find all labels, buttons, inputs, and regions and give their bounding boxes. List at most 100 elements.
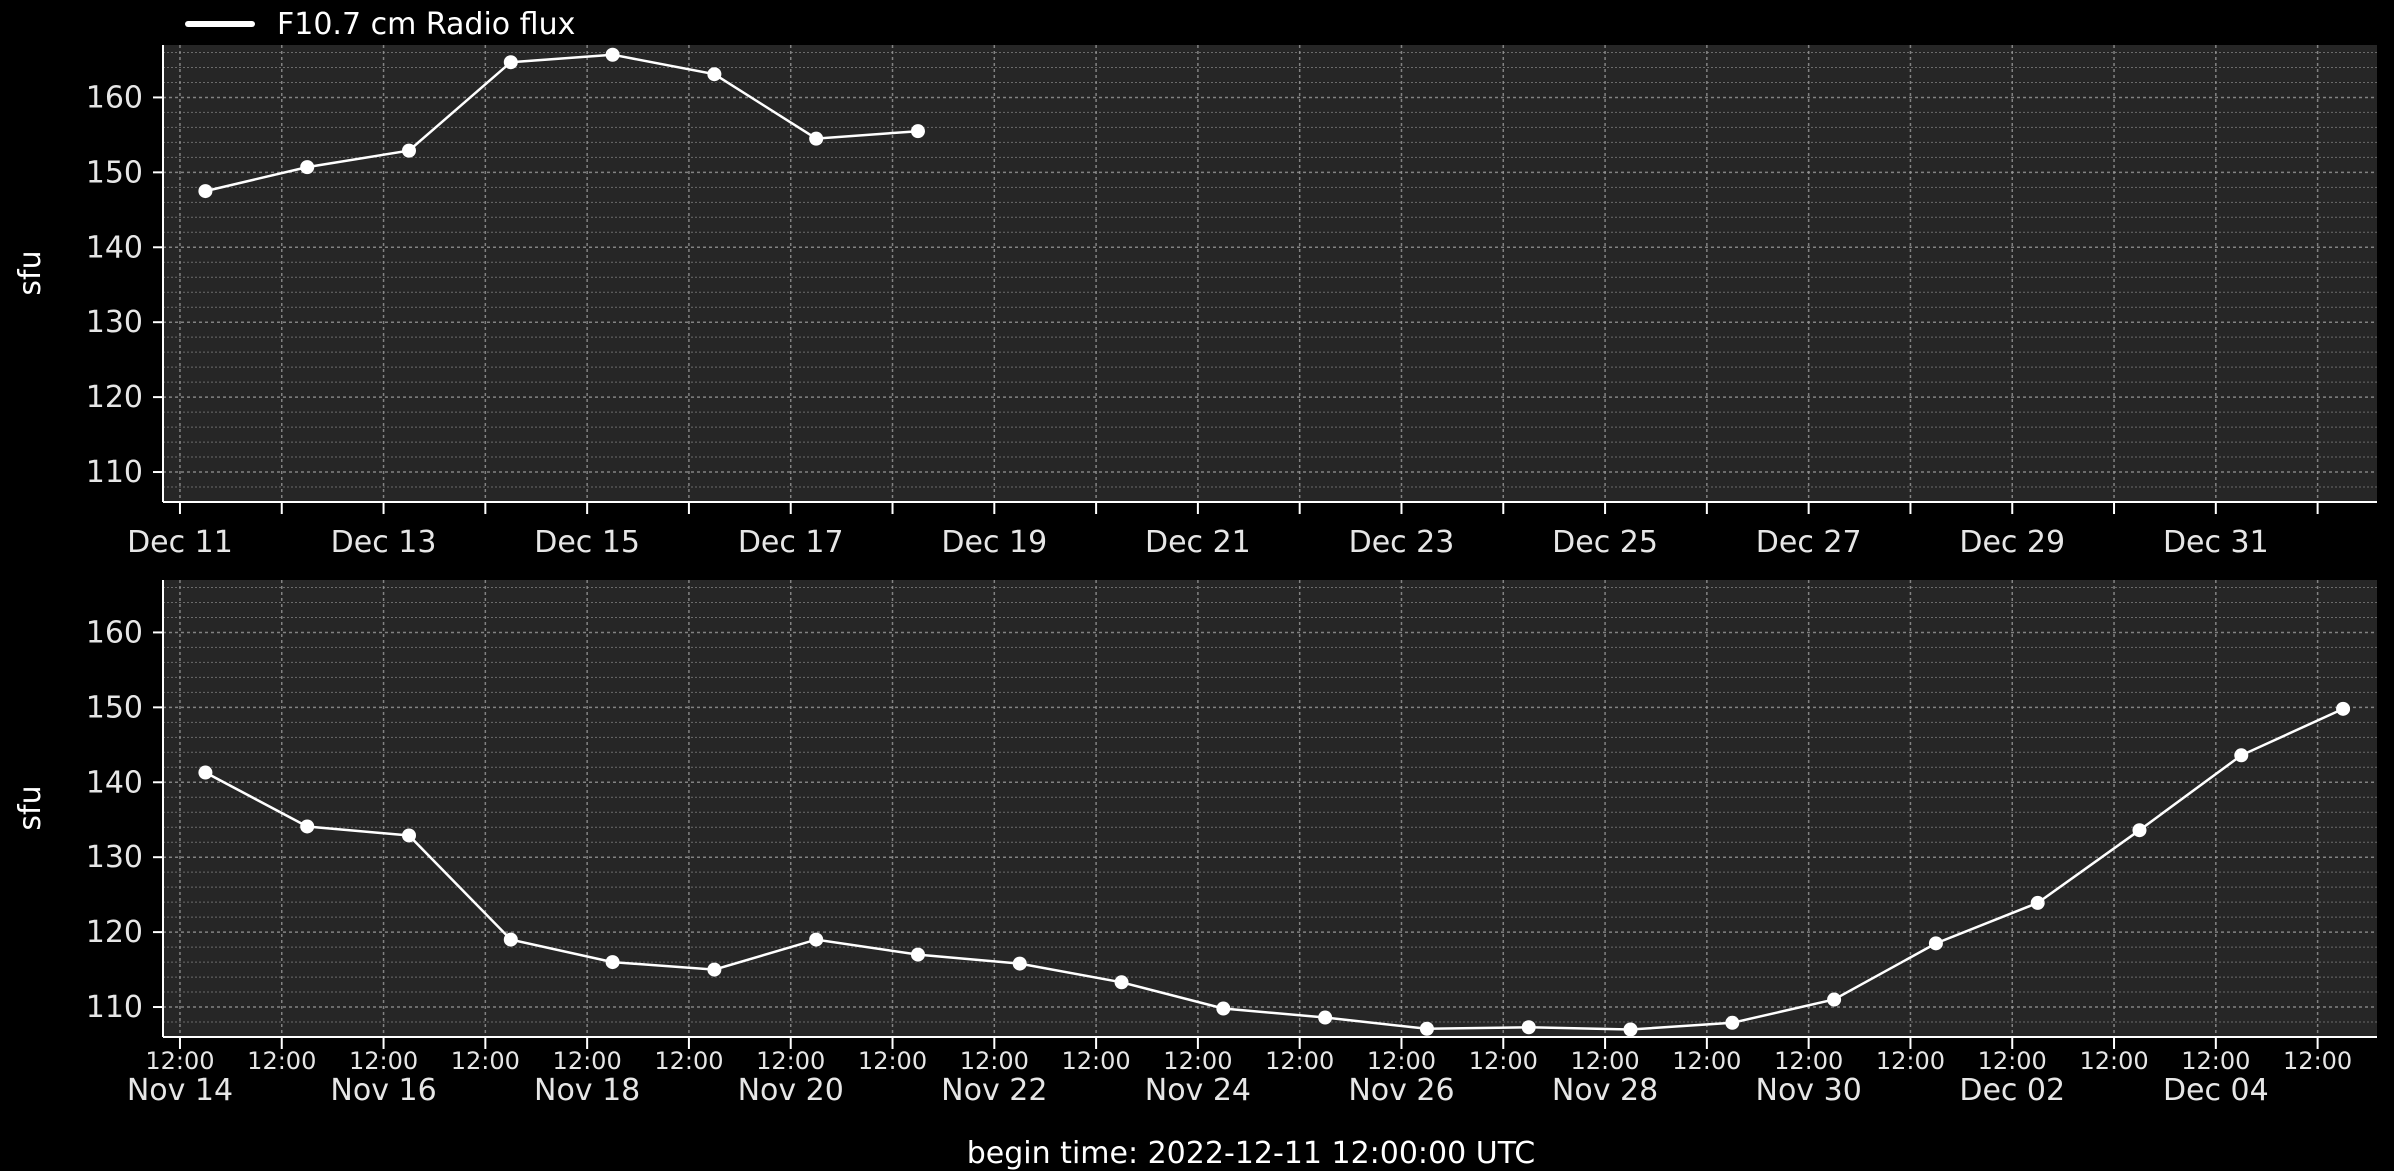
bottom-y-axis: 110 120 130 140 150 160 xyxy=(86,580,164,1037)
bottom-x-minor-tick-label: 12:00 xyxy=(1163,1047,1232,1075)
bottom-x-tick-label: Nov 26 xyxy=(1348,1073,1454,1108)
bottom-data-point xyxy=(402,828,416,843)
bottom-x-tick-label: Nov 18 xyxy=(534,1073,640,1108)
bottom-data-point xyxy=(503,932,518,947)
top-x-tick-label: Dec 19 xyxy=(941,525,1047,560)
top-data-point xyxy=(300,160,315,175)
bottom-x-tick-label: Dec 04 xyxy=(2163,1073,2269,1108)
bottom-grid xyxy=(163,580,2377,1038)
bottom-x-minor-tick-label: 12:00 xyxy=(1774,1047,1843,1075)
bottom-x-minor-tick-label: 12:00 xyxy=(349,1047,418,1075)
top-y-tick-label: 160 xyxy=(86,80,143,115)
legend-label: F10.7 cm Radio flux xyxy=(277,7,575,42)
bottom-x-minor-tick-label: 12:00 xyxy=(960,1047,1029,1075)
bottom-x-tick-label: Nov 28 xyxy=(1552,1073,1658,1108)
bottom-x-tick-label: Nov 24 xyxy=(1145,1073,1251,1108)
top-x-tick-label: Dec 29 xyxy=(1959,525,2065,560)
top-x-axis: Dec 11 Dec 13 Dec 15 Dec 17 Dec 19 Dec 21 Dec … xyxy=(127,501,2377,560)
top-y-tick-label: 110 xyxy=(86,455,143,490)
bottom-x-tick-label: Nov 30 xyxy=(1756,1073,1862,1108)
top-grid xyxy=(163,45,2377,503)
bottom-x-minor-tick-label: 12:00 xyxy=(1265,1047,1334,1075)
top-x-tick-label: Dec 21 xyxy=(1145,525,1251,560)
bottom-x-minor-tick-label: 12:00 xyxy=(858,1047,927,1075)
bottom-x-minor-tick-label: 12:00 xyxy=(654,1047,723,1075)
bottom-x-minor-tick-label: 12:00 xyxy=(1672,1047,1741,1075)
bottom-data-point xyxy=(2234,748,2249,763)
bottom-x-tick-label: Nov 20 xyxy=(738,1073,844,1108)
bottom-data-point xyxy=(1419,1021,1434,1036)
bottom-y-tick-label: 160 xyxy=(86,615,143,650)
top-y-tick-label: 120 xyxy=(86,380,143,415)
bottom-data-point xyxy=(707,962,722,977)
top-series-line xyxy=(205,53,919,193)
bottom-x-minor-tick-label: 12:00 xyxy=(1876,1047,1945,1075)
top-y-tick-label: 130 xyxy=(86,305,143,340)
bottom-data-point xyxy=(2030,895,2045,910)
top-series xyxy=(198,47,925,199)
bottom-x-tick-label: Nov 22 xyxy=(941,1073,1047,1108)
bottom-x-minor-tick-label: 12:00 xyxy=(1367,1047,1436,1075)
top-x-tick-label: Dec 11 xyxy=(127,525,233,560)
bottom-x-minor-tick-label: 12:00 xyxy=(1469,1047,1538,1075)
bottom-data-point xyxy=(300,819,315,834)
bottom-data-point xyxy=(1827,992,1842,1007)
top-data-point xyxy=(402,143,416,158)
bottom-x-minor-tick-label: 12:00 xyxy=(1062,1047,1131,1075)
bottom-x-tick-label: Dec 02 xyxy=(1959,1073,2065,1108)
top-x-tick-label: Dec 17 xyxy=(738,525,844,560)
bottom-x-tick-label: Nov 14 xyxy=(127,1073,233,1108)
bottom-data-point xyxy=(198,765,213,780)
bottom-x-minor-tick-label: 12:00 xyxy=(2181,1047,2250,1075)
legend: F10.7 cm Radio flux xyxy=(185,7,575,42)
bottom-data-point xyxy=(910,947,925,962)
top-x-tick-label: Dec 13 xyxy=(331,525,437,560)
bottom-data-point xyxy=(2336,701,2351,716)
bottom-y-tick-label: 120 xyxy=(86,915,143,950)
top-y-axis: 110 120 130 140 150 160 xyxy=(86,45,164,502)
bottom-series xyxy=(198,701,2351,1037)
top-x-tick-label: Dec 25 xyxy=(1552,525,1658,560)
bottom-x-axis: Nov 14 Nov 16 Nov 18 Nov 20 Nov 22 Nov 24 Nov … xyxy=(127,1036,2377,1108)
top-plot-area xyxy=(163,45,2377,502)
top-x-tick-label: Dec 31 xyxy=(2163,525,2269,560)
top-y-axis-label: sfu xyxy=(13,250,48,295)
bottom-data-point xyxy=(1521,1020,1536,1035)
top-x-tick-label: Dec 23 xyxy=(1349,525,1455,560)
bottom-data-point xyxy=(1114,975,1129,990)
bottom-data-point xyxy=(605,955,620,970)
top-data-point xyxy=(910,124,925,139)
bottom-y-tick-label: 150 xyxy=(86,690,143,725)
bottom-data-point xyxy=(1318,1010,1333,1025)
begin-time-label: begin time: 2022-12-11 12:00:00 UTC xyxy=(967,1136,1535,1171)
bottom-data-point xyxy=(1216,1001,1231,1016)
bottom-x-minor-tick-label: 12:00 xyxy=(247,1047,316,1075)
bottom-x-minor-tick-label: 12:00 xyxy=(1570,1047,1639,1075)
bottom-data-point xyxy=(809,932,824,947)
top-y-tick-label: 150 xyxy=(86,155,143,190)
bottom-x-minor-tick-label: 12:00 xyxy=(2079,1047,2148,1075)
top-x-tick-label: Dec 27 xyxy=(1756,525,1862,560)
top-data-point xyxy=(198,184,213,199)
bottom-x-minor-tick-label: 12:00 xyxy=(2283,1047,2352,1075)
bottom-data-point xyxy=(1725,1015,1740,1030)
bottom-data-point xyxy=(1623,1022,1638,1037)
bottom-x-minor-tick-label: 12:00 xyxy=(553,1047,622,1075)
bottom-y-tick-label: 130 xyxy=(86,840,143,875)
bottom-x-tick-label: Nov 16 xyxy=(330,1073,436,1108)
bottom-x-minor-tick-label: 12:00 xyxy=(756,1047,825,1075)
bottom-x-minor-tick-label: 12:00 xyxy=(451,1047,520,1075)
bottom-plot-area xyxy=(163,580,2377,1037)
bottom-series-line xyxy=(204,707,2344,1031)
top-x-tick-label: Dec 15 xyxy=(534,525,640,560)
bottom-data-point xyxy=(1928,936,1943,951)
top-y-tick-label: 140 xyxy=(86,230,143,265)
top-data-point xyxy=(605,47,620,62)
bottom-y-tick-label: 140 xyxy=(86,765,143,800)
bottom-x-minor-tick-label: 12:00 xyxy=(1978,1047,2047,1075)
bottom-data-point xyxy=(1012,956,1027,971)
bottom-y-tick-label: 110 xyxy=(86,990,143,1025)
top-data-point xyxy=(707,67,722,82)
